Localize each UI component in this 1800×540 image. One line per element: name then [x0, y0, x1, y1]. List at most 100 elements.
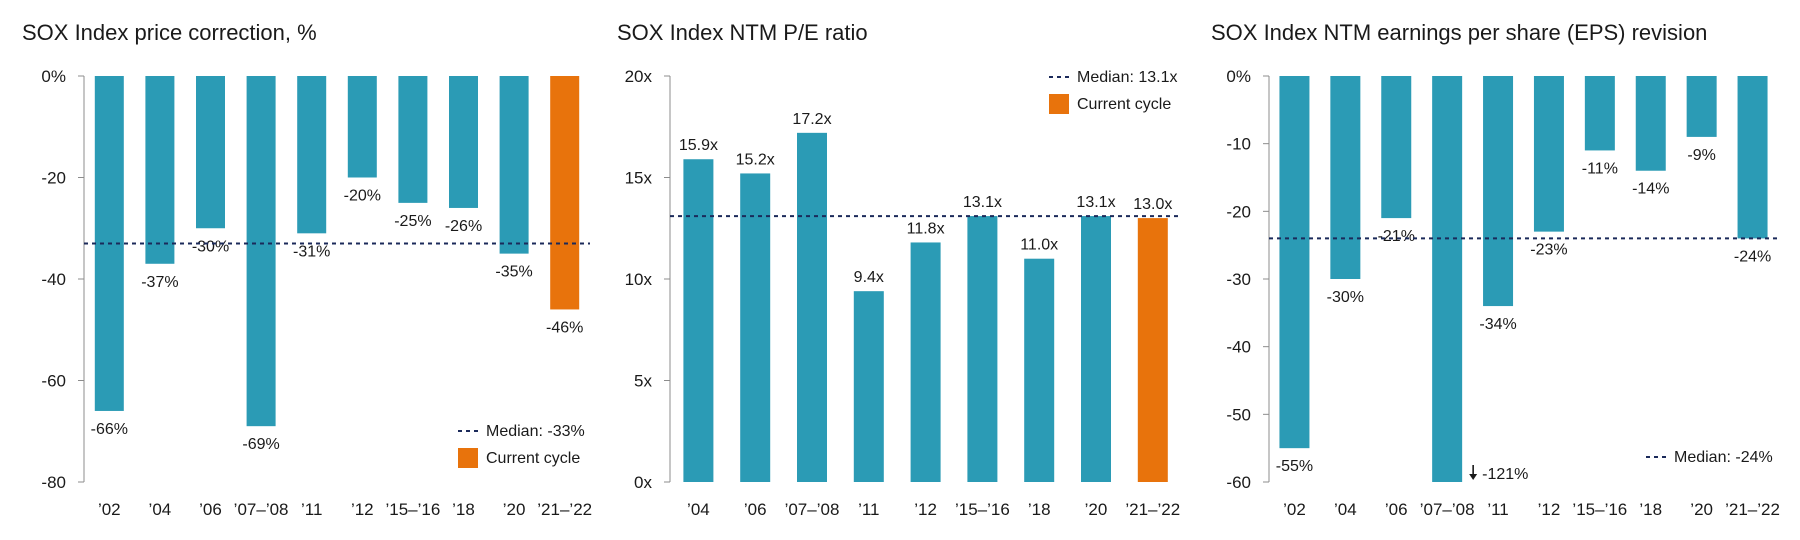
bar — [797, 132, 827, 482]
legend: Median: -24% — [1646, 449, 1773, 466]
x-tick-label: ’06 — [199, 500, 222, 519]
x-tick-label: ’15–’16 — [385, 500, 440, 519]
x-tick-label: ’07–’08 — [1420, 500, 1475, 519]
bar — [297, 76, 327, 234]
bar — [1686, 76, 1717, 137]
bar-current-cycle — [550, 76, 580, 310]
data-label: -11% — [1582, 160, 1618, 177]
y-tick-label: -80 — [41, 473, 66, 492]
x-tick-label: ’12 — [351, 500, 374, 519]
bar — [740, 173, 771, 482]
bar — [1279, 76, 1310, 449]
bar-current-cycle — [1137, 218, 1168, 482]
y-tick-label: 10x — [625, 270, 653, 289]
y-tick-label: -10 — [1226, 135, 1251, 154]
bar — [1737, 76, 1768, 239]
data-label: -30% — [192, 238, 229, 255]
data-label: -121% — [1482, 466, 1528, 483]
y-tick-label: 0% — [1226, 67, 1251, 86]
bar — [1635, 76, 1666, 171]
bar — [347, 76, 377, 178]
y-tick-label: -20 — [41, 169, 66, 188]
bar — [1533, 76, 1564, 232]
y-tick-label: -50 — [1226, 405, 1251, 424]
y-tick-label: -60 — [41, 372, 66, 391]
x-tick-label: ’12 — [1538, 500, 1561, 519]
data-label: -21% — [1378, 228, 1415, 245]
x-tick-label: ’15–’16 — [1572, 500, 1627, 519]
chart-title: SOX Index NTM earnings per share (EPS) r… — [1211, 20, 1707, 45]
x-tick-label: ’20 — [1690, 500, 1713, 519]
y-tick-label: -60 — [1226, 473, 1251, 492]
data-label: -31% — [293, 243, 330, 260]
data-label: 13.1x — [963, 194, 1002, 211]
x-tick-label: ’20 — [503, 500, 526, 519]
data-label: -14% — [1632, 181, 1669, 198]
bar — [398, 76, 428, 203]
bar — [246, 76, 276, 427]
x-tick-label: ’11 — [858, 500, 879, 519]
chart-panel-3: SOX Index NTM earnings per share (EPS) r… — [1211, 20, 1780, 519]
data-label: -66% — [91, 421, 128, 438]
bar — [1081, 216, 1111, 482]
y-tick-label: 0% — [41, 67, 66, 86]
bar — [1584, 76, 1615, 151]
bar — [196, 76, 225, 229]
legend-median-label: Median: -24% — [1674, 449, 1773, 466]
chart-panel-2: SOX Index NTM P/E ratio 0x 5x 10x 15x 20x 15.9… — [617, 20, 1181, 519]
x-tick-label: ’04 — [149, 500, 172, 519]
data-label: -37% — [141, 274, 178, 291]
data-label: 11.8x — [907, 220, 945, 237]
legend-current-swatch — [1049, 94, 1069, 114]
legend-current-label: Current cycle — [486, 450, 580, 467]
data-label: 15.9x — [679, 137, 718, 154]
bar — [683, 159, 714, 483]
bar — [910, 242, 941, 482]
bar — [1432, 76, 1463, 482]
x-tick-label: ’20 — [1085, 500, 1108, 519]
chart-title: SOX Index NTM P/E ratio — [617, 20, 868, 45]
x-tick-label: ’18 — [1639, 500, 1662, 519]
y-tick-label: -30 — [1226, 270, 1251, 289]
data-label: -30% — [1327, 289, 1364, 306]
data-label: -34% — [1479, 316, 1516, 333]
bar — [499, 76, 529, 254]
x-tick-label: ’07–’08 — [785, 500, 840, 519]
y-tick-label: 0x — [634, 473, 652, 492]
x-tick-label: ’02 — [98, 500, 121, 519]
x-tick-label: ’04 — [1334, 500, 1357, 519]
legend: Median: 13.1x Current cycle — [1049, 69, 1178, 114]
y-tick-label: -20 — [1226, 202, 1251, 221]
bar — [1483, 76, 1514, 307]
data-label: 15.2x — [736, 151, 775, 168]
data-label: 17.2x — [792, 111, 831, 128]
bar — [853, 291, 884, 482]
y-tick-label: 15x — [625, 169, 653, 188]
bar — [145, 76, 175, 264]
data-label: 13.0x — [1133, 196, 1172, 213]
y-tick-label: -40 — [41, 270, 66, 289]
data-label: -9% — [1687, 147, 1715, 164]
data-label: -26% — [445, 218, 482, 235]
data-label: 9.4x — [854, 269, 884, 286]
data-label: -35% — [495, 264, 532, 281]
x-tick-label: ’11 — [301, 500, 322, 519]
data-label: -46% — [546, 319, 583, 336]
data-label: -24% — [1734, 248, 1771, 265]
data-label: 13.1x — [1076, 194, 1115, 211]
x-tick-label: ’15–’16 — [955, 500, 1010, 519]
data-label: -69% — [242, 436, 279, 453]
x-tick-label: ’18 — [452, 500, 475, 519]
bar — [967, 216, 998, 482]
bar — [1024, 258, 1055, 482]
x-tick-label: ’06 — [744, 500, 767, 519]
x-tick-label: ’18 — [1028, 500, 1051, 519]
x-tick-label: ’21–’22 — [1125, 500, 1180, 519]
data-label: -25% — [394, 213, 431, 230]
legend-median-label: Median: 13.1x — [1077, 69, 1178, 86]
data-label: -23% — [1530, 242, 1567, 259]
x-tick-label: ’06 — [1385, 500, 1408, 519]
x-tick-label: ’07–’08 — [234, 500, 289, 519]
x-tick-label: ’21–’22 — [1725, 500, 1780, 519]
chart-title: SOX Index price correction, % — [22, 20, 317, 45]
